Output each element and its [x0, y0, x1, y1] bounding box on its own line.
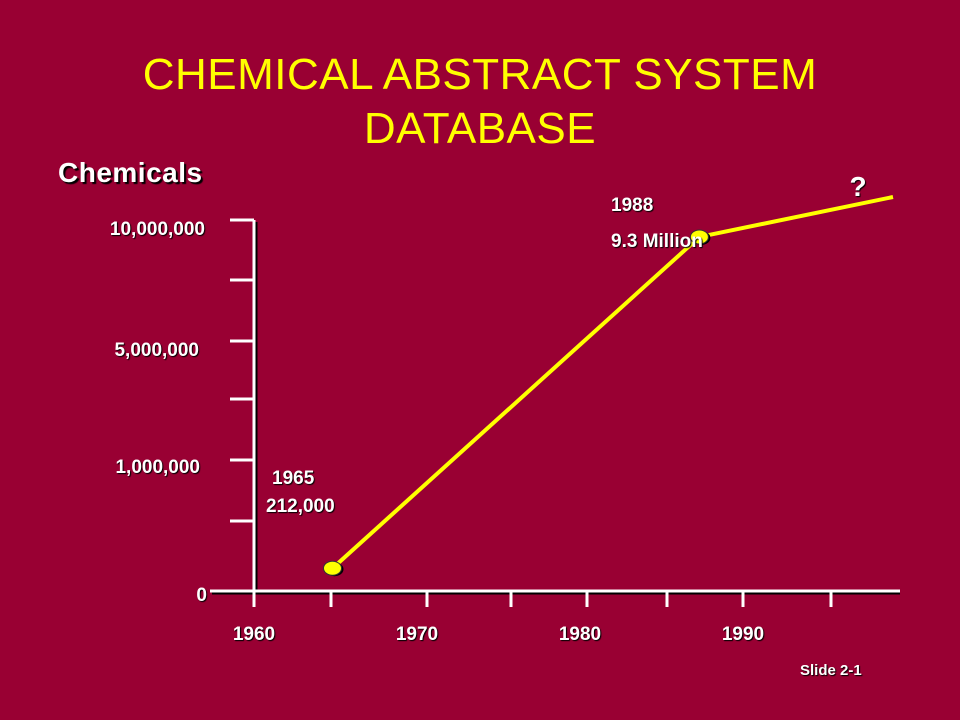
- annotation-year: 1965: [272, 468, 315, 489]
- slide-number: Slide 2-1: [800, 662, 862, 679]
- annotation-value: 9.3 Million: [611, 231, 703, 252]
- title-line-1: CHEMICAL ABSTRACT SYSTEM: [142, 50, 818, 99]
- y-tick-label: 0: [196, 585, 207, 606]
- slide-title: CHEMICAL ABSTRACT SYSTEM DATABASE: [0, 48, 960, 156]
- tick-labels: 0 1,000,000 5,000,000 10,000,000 1960 1970 198…: [110, 219, 764, 645]
- annotation-question-mark: ?: [849, 171, 866, 202]
- title-line-2: DATABASE: [363, 104, 597, 153]
- series-line: [331, 195, 894, 570]
- data-series: [323, 195, 894, 577]
- y-axis-label: Chemicals: [58, 157, 203, 188]
- annotation-year: 1988: [611, 195, 653, 216]
- chart-axes: [210, 218, 900, 607]
- annotations: 1965 212,000 1988 9.3 Million?: [266, 171, 867, 517]
- annotation-value: 212,000: [266, 496, 335, 517]
- y-tick-label: 1,000,000: [115, 457, 200, 478]
- x-tick-label: 1960: [233, 624, 275, 645]
- y-tick-label: 5,000,000: [114, 340, 199, 361]
- data-point-1: [323, 560, 342, 576]
- x-tick-label: 1990: [722, 624, 764, 645]
- data-point-2: [689, 229, 709, 245]
- x-tick-label: 1980: [559, 624, 601, 645]
- y-tick-label: 10,000,000: [110, 219, 205, 240]
- x-tick-label: 1970: [396, 624, 438, 645]
